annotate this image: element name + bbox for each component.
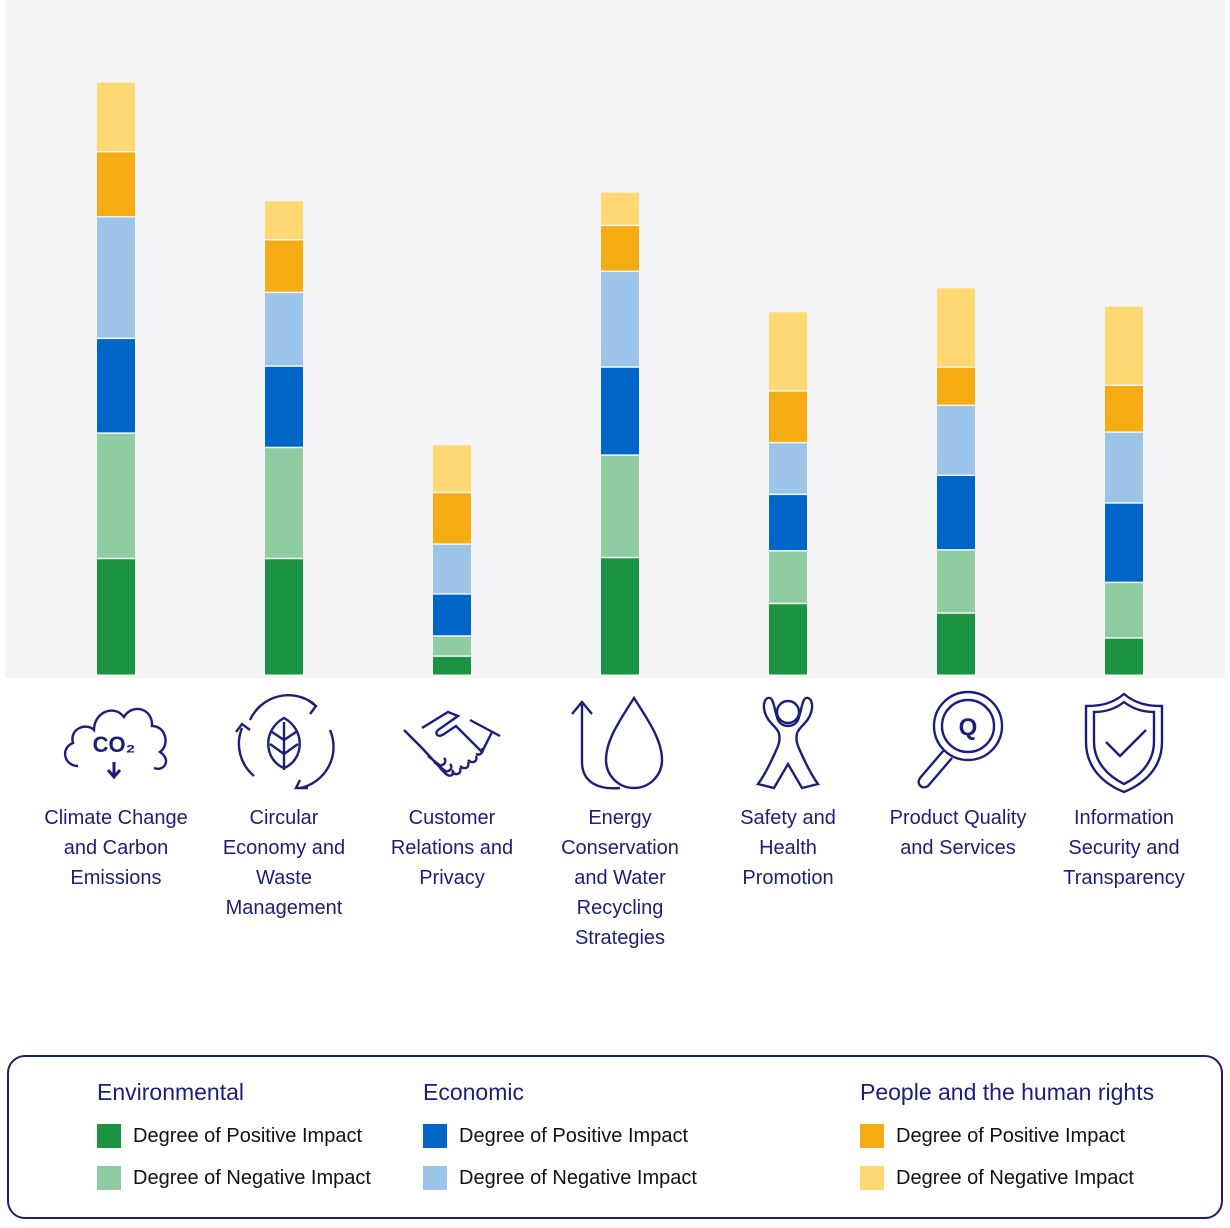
bar-segment xyxy=(433,656,471,675)
chart-area xyxy=(5,0,1225,678)
bar-segment xyxy=(937,288,975,367)
legend-swatch xyxy=(860,1124,884,1148)
bar-segment xyxy=(601,272,639,367)
category-circular: Circular Economy and Waste Management xyxy=(200,690,368,923)
bar-segment xyxy=(1105,432,1143,503)
bar-segment xyxy=(265,559,303,675)
legend-group-title: Economic xyxy=(423,1079,524,1105)
category-label: Circular Economy and Waste Management xyxy=(222,807,346,919)
legend-item: Degree of Positive Impact xyxy=(97,1124,371,1148)
bar-segment xyxy=(769,312,807,391)
bar-segment xyxy=(97,217,135,338)
legend-item: Degree of Positive Impact xyxy=(423,1124,697,1148)
bar-segment xyxy=(433,493,471,544)
legend-item-label: Degree of Negative Impact xyxy=(459,1166,697,1189)
category-climate: CO₂ Climate Change and Carbon Emissions xyxy=(32,690,200,893)
bar-segment xyxy=(433,636,471,656)
bar-segment xyxy=(97,339,135,433)
stacked-bar-chart xyxy=(97,82,1143,675)
recycle-leaf-icon xyxy=(235,694,335,790)
legend-swatch xyxy=(423,1166,447,1190)
legend-item-label: Degree of Positive Impact xyxy=(896,1124,1125,1147)
legend-item: Degree of Negative Impact xyxy=(97,1166,371,1190)
legend-item-label: Degree of Positive Impact xyxy=(459,1124,688,1147)
person-cheer-icon xyxy=(755,696,821,790)
bar-segment xyxy=(937,550,975,613)
bar-segment xyxy=(1105,638,1143,675)
handshake-icon xyxy=(403,710,501,777)
category-label: Information Security and Transparency xyxy=(1063,807,1185,889)
category-label: Customer Relations and Privacy xyxy=(390,807,514,889)
category-information: Information Security and Transparency xyxy=(1040,690,1208,893)
bar-segment xyxy=(601,455,639,557)
legend-item: Degree of Negative Impact xyxy=(860,1166,1154,1190)
legend-group-title: Environmental xyxy=(97,1079,245,1105)
magnifier-q-icon: Q xyxy=(917,690,1004,789)
bar-segment xyxy=(937,613,975,675)
legend-swatch xyxy=(97,1166,121,1190)
bar-segment xyxy=(1105,306,1143,385)
legend-group-title: People and the human rights xyxy=(860,1079,1155,1105)
category-customer: Customer Relations and Privacy xyxy=(368,690,536,893)
bar-segment xyxy=(97,152,135,217)
bar-segment xyxy=(937,367,975,405)
bar-segment xyxy=(601,226,639,271)
bar-segment xyxy=(1105,583,1143,638)
bar-segment xyxy=(433,445,471,492)
bar-segment xyxy=(601,192,639,225)
co2-text: CO₂ xyxy=(93,732,136,757)
category-label: Product Quality and Services xyxy=(889,807,1027,859)
bar-segment xyxy=(769,551,807,603)
legend: Environmental Degree of Positive Impact … xyxy=(7,1055,1223,1219)
legend-item-label: Degree of Negative Impact xyxy=(896,1166,1134,1189)
bar-segment xyxy=(1105,503,1143,582)
legend-item: Degree of Positive Impact xyxy=(860,1124,1154,1148)
bar-segment xyxy=(97,559,135,675)
category-label: Energy Conservation and Water Recycling … xyxy=(561,807,679,949)
bar-segment xyxy=(769,495,807,551)
category-label: Safety and Health Promotion xyxy=(740,807,836,889)
shield-check-icon xyxy=(1084,692,1164,794)
bar-segment xyxy=(601,367,639,455)
bar-segment xyxy=(433,594,471,636)
legend-item-label: Degree of Positive Impact xyxy=(133,1124,362,1147)
legend-item: Degree of Negative Impact xyxy=(423,1166,697,1190)
bar-segment xyxy=(937,406,975,475)
bar-segment xyxy=(433,544,471,594)
bar-segment xyxy=(265,201,303,239)
category-safety: Safety and Health Promotion xyxy=(704,690,872,893)
legend-item-label: Degree of Negative Impact xyxy=(133,1166,371,1189)
bar-segment xyxy=(1105,385,1143,432)
bar-segment xyxy=(601,558,639,675)
bar-segment xyxy=(97,433,135,558)
bar-segment xyxy=(97,82,135,151)
bar-segment xyxy=(937,475,975,550)
category-energy: Energy Conservation and Water Recycling … xyxy=(536,690,704,953)
bar-segment xyxy=(265,240,303,292)
bar-segment xyxy=(769,443,807,494)
category-product: Q Product Quality and Services xyxy=(874,690,1042,863)
q-text: Q xyxy=(959,714,978,741)
bar-segment xyxy=(265,448,303,558)
co2-cloud-icon: CO₂ xyxy=(63,707,168,780)
legend-swatch xyxy=(423,1124,447,1148)
legend-swatch xyxy=(860,1166,884,1190)
bar-segment xyxy=(769,391,807,442)
legend-group-people: People and the human rights Degree of Po… xyxy=(860,1079,1154,1208)
legend-swatch xyxy=(97,1124,121,1148)
bar-segment xyxy=(769,604,807,675)
bar-segment xyxy=(265,366,303,447)
legend-group-environmental: Environmental Degree of Positive Impact … xyxy=(97,1079,371,1208)
water-drop-icon xyxy=(571,695,664,790)
bar-segment xyxy=(265,293,303,366)
legend-group-economic: Economic Degree of Positive Impact Degre… xyxy=(423,1079,697,1208)
category-label: Climate Change and Carbon Emissions xyxy=(44,807,188,889)
